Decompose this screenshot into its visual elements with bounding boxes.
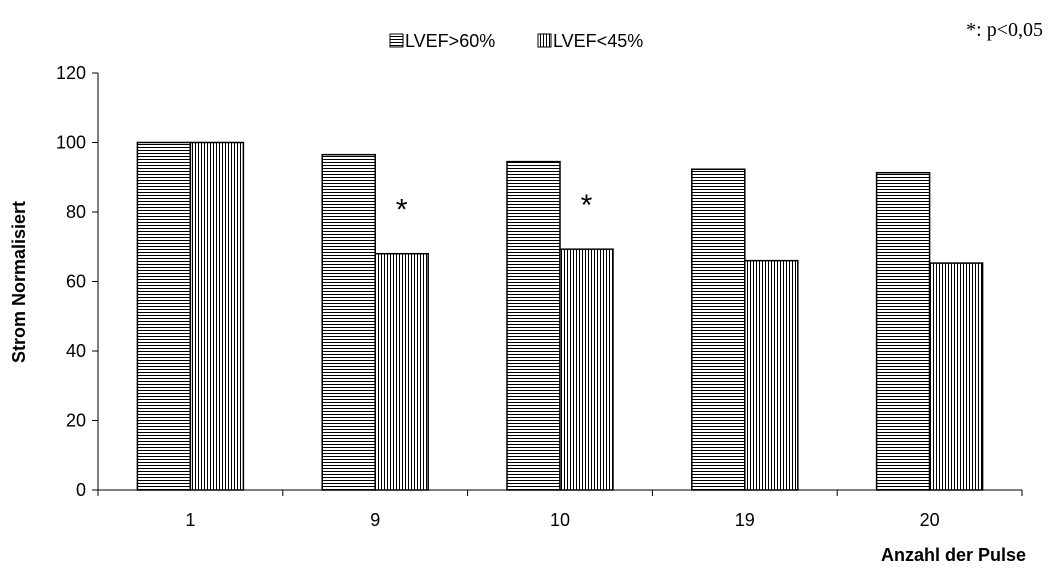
legend-swatch-lvef-high xyxy=(389,33,404,48)
legend-label-lvef-low: LVEF<45% xyxy=(553,31,643,51)
significance-marker-9: * xyxy=(396,194,408,227)
x-tick-label-1: 1 xyxy=(185,510,195,530)
y-tick-label-100: 100 xyxy=(56,133,86,153)
bar-lvef-low-1 xyxy=(189,141,245,491)
x-tick-label-20: 20 xyxy=(920,510,940,530)
legend-label-lvef-high: LVEF>60% xyxy=(405,31,495,51)
y-tick-label-60: 60 xyxy=(66,272,86,292)
bar-lvef-high-1 xyxy=(136,141,192,491)
y-axis-title: Strom Normalisiert xyxy=(9,201,29,363)
bar-lvef-high-10 xyxy=(506,160,561,491)
bar-lvef-low-10 xyxy=(559,248,614,491)
bar-lvef-high-20 xyxy=(875,171,931,491)
y-tick-label-0: 0 xyxy=(76,480,86,500)
legend: LVEF>60% LVEF<45% xyxy=(389,31,643,51)
x-axis-title: Anzahl der Pulse xyxy=(881,545,1026,565)
significance-marker-10: * xyxy=(581,189,593,222)
x-tick-label-19: 19 xyxy=(735,510,755,530)
bar-lvef-low-19 xyxy=(744,259,799,491)
y-tick-label-20: 20 xyxy=(66,411,86,431)
bar-lvef-low-9 xyxy=(374,252,429,491)
legend-swatch-lvef-low xyxy=(537,33,552,48)
bar-lvef-high-19 xyxy=(691,168,746,491)
significance-note: *: p<0,05 xyxy=(966,19,1043,41)
y-tick-label-120: 120 xyxy=(56,63,86,83)
x-tick-label-9: 9 xyxy=(370,510,380,530)
y-tick-label-80: 80 xyxy=(66,202,86,222)
bar-lvef-low-20 xyxy=(928,262,984,491)
bar-lvef-high-9 xyxy=(321,153,376,491)
x-tick-label-10: 10 xyxy=(550,510,570,530)
y-tick-label-40: 40 xyxy=(66,341,86,361)
